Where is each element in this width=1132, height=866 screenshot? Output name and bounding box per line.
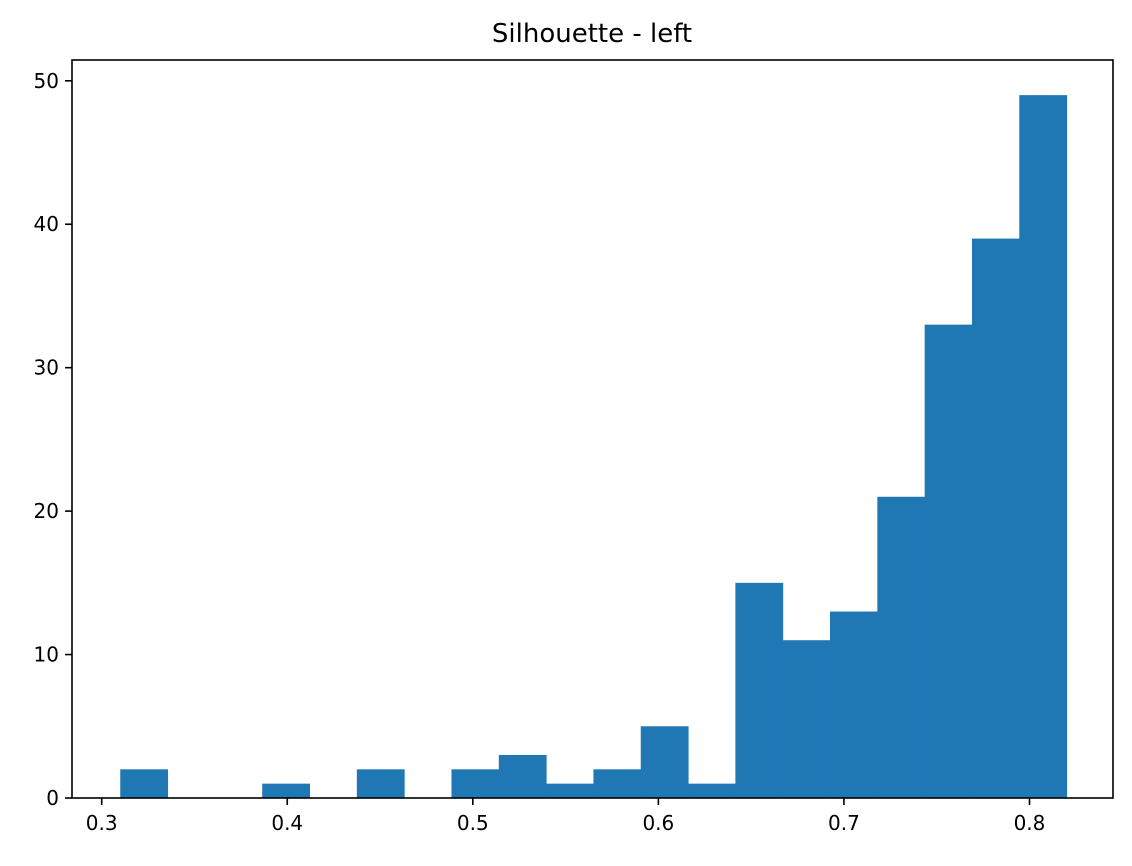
histogram-bar <box>640 726 689 798</box>
axes-layer <box>71 59 1114 799</box>
histogram-bar <box>546 783 594 798</box>
chart-title: Silhouette - left <box>492 19 692 49</box>
x-tick-label: 0.5 <box>457 811 489 835</box>
histogram-bar <box>735 582 784 798</box>
histogram-bar <box>1019 95 1068 798</box>
histogram-bar <box>451 769 500 798</box>
y-tick-label: 0 <box>46 786 59 810</box>
y-axis-ticks: 0 10 20 30 40 50 <box>34 69 72 810</box>
x-axis-ticks: 0.3 0.4 0.5 0.6 0.7 0.8 <box>86 798 1046 835</box>
x-tick-label: 0.7 <box>828 811 860 835</box>
histogram-bar <box>262 783 311 798</box>
bars-layer <box>120 95 1068 799</box>
x-tick-label: 0.8 <box>1014 811 1046 835</box>
x-tick-label: 0.3 <box>86 811 118 835</box>
histogram-bar <box>877 496 926 798</box>
histogram-bar <box>120 769 169 798</box>
y-tick-label: 10 <box>34 643 59 667</box>
x-tick-label: 0.6 <box>642 811 674 835</box>
histogram-bar <box>498 754 547 798</box>
histogram-bar <box>971 238 1020 799</box>
y-tick-label: 50 <box>34 69 59 93</box>
histogram-bar <box>782 640 831 798</box>
y-tick-label: 20 <box>34 499 59 523</box>
histogram-bar <box>924 324 973 798</box>
plot-frame <box>71 59 1114 799</box>
y-tick-label: 40 <box>34 212 59 236</box>
y-tick-label: 30 <box>34 356 59 380</box>
histogram-bar <box>356 769 405 798</box>
histogram-bar <box>830 611 878 798</box>
histogram-bar <box>593 769 642 798</box>
histogram-bar <box>688 783 736 798</box>
x-tick-label: 0.4 <box>271 811 303 835</box>
